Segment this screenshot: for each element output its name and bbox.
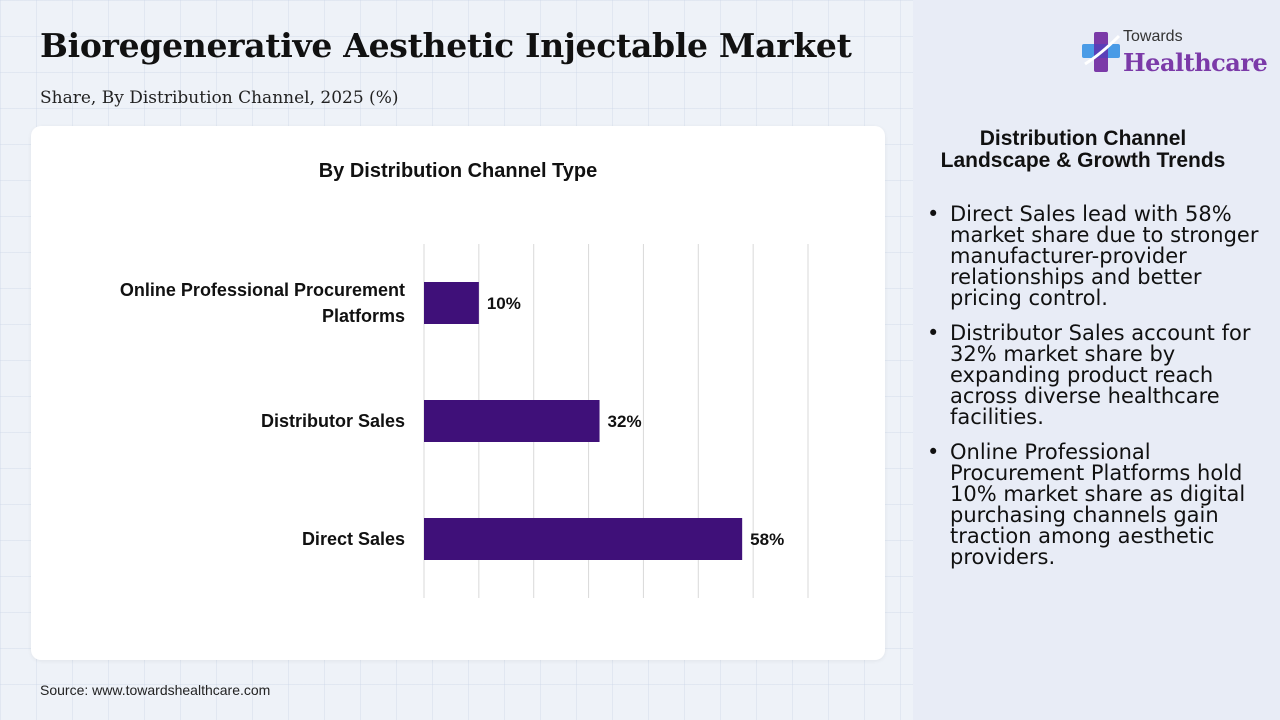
bullet-dot-icon: • xyxy=(927,202,940,226)
category-label-line: Online Professional Procurement xyxy=(120,280,405,300)
category-label: Distributor Sales xyxy=(261,411,405,431)
bullet-dot-icon: • xyxy=(927,440,940,464)
insight-item: • Distributor Sales account for 32% marke… xyxy=(925,323,1270,428)
category-label: Online Professional Procurement Platforms xyxy=(120,280,405,326)
insights-panel: Towards Healthcare Distribution Channel … xyxy=(913,0,1280,720)
insight-text: Online Professional Procurement Platform… xyxy=(950,440,1246,569)
page-subtitle: Share, By Distribution Channel, 2025 (%) xyxy=(40,88,399,108)
source-note: Source: www.towardshealthcare.com xyxy=(40,682,271,698)
medical-cross-icon xyxy=(1082,32,1121,72)
insight-item: • Online Professional Procurement Platfor… xyxy=(925,442,1270,568)
towards-healthcare-logo: Towards Healthcare xyxy=(1081,26,1271,82)
logo-text-healthcare: Healthcare xyxy=(1123,48,1268,77)
data-label: 32% xyxy=(608,412,642,431)
page-title: Bioregenerative Aesthetic Injectable Mar… xyxy=(40,26,852,65)
insights-list: • Direct Sales lead with 58% market share… xyxy=(925,204,1270,582)
insight-text: Distributor Sales account for 32% market… xyxy=(950,321,1251,429)
bar xyxy=(424,282,479,324)
bar xyxy=(424,400,600,442)
insight-text: Direct Sales lead with 58% market share … xyxy=(950,202,1259,310)
category-label-line: Platforms xyxy=(322,306,405,326)
category-label: Direct Sales xyxy=(302,529,405,549)
data-label: 58% xyxy=(750,530,784,549)
chart-card: By Distribution Channel Type 10% Online P… xyxy=(31,126,885,660)
chart-title: By Distribution Channel Type xyxy=(318,160,598,182)
bar xyxy=(424,518,743,560)
category-label-line: Distributor Sales xyxy=(261,411,405,431)
category-label-line: Direct Sales xyxy=(302,529,405,549)
logo-text-towards: Towards xyxy=(1123,28,1183,45)
data-label: 10% xyxy=(487,294,521,313)
bar-chart: 10% Online Professional Procurement Platfo… xyxy=(120,244,809,598)
panel-heading: Distribution Channel Landscape & Growth … xyxy=(940,127,1226,172)
insight-item: • Direct Sales lead with 58% market share… xyxy=(925,204,1270,309)
bullet-dot-icon: • xyxy=(927,321,940,345)
